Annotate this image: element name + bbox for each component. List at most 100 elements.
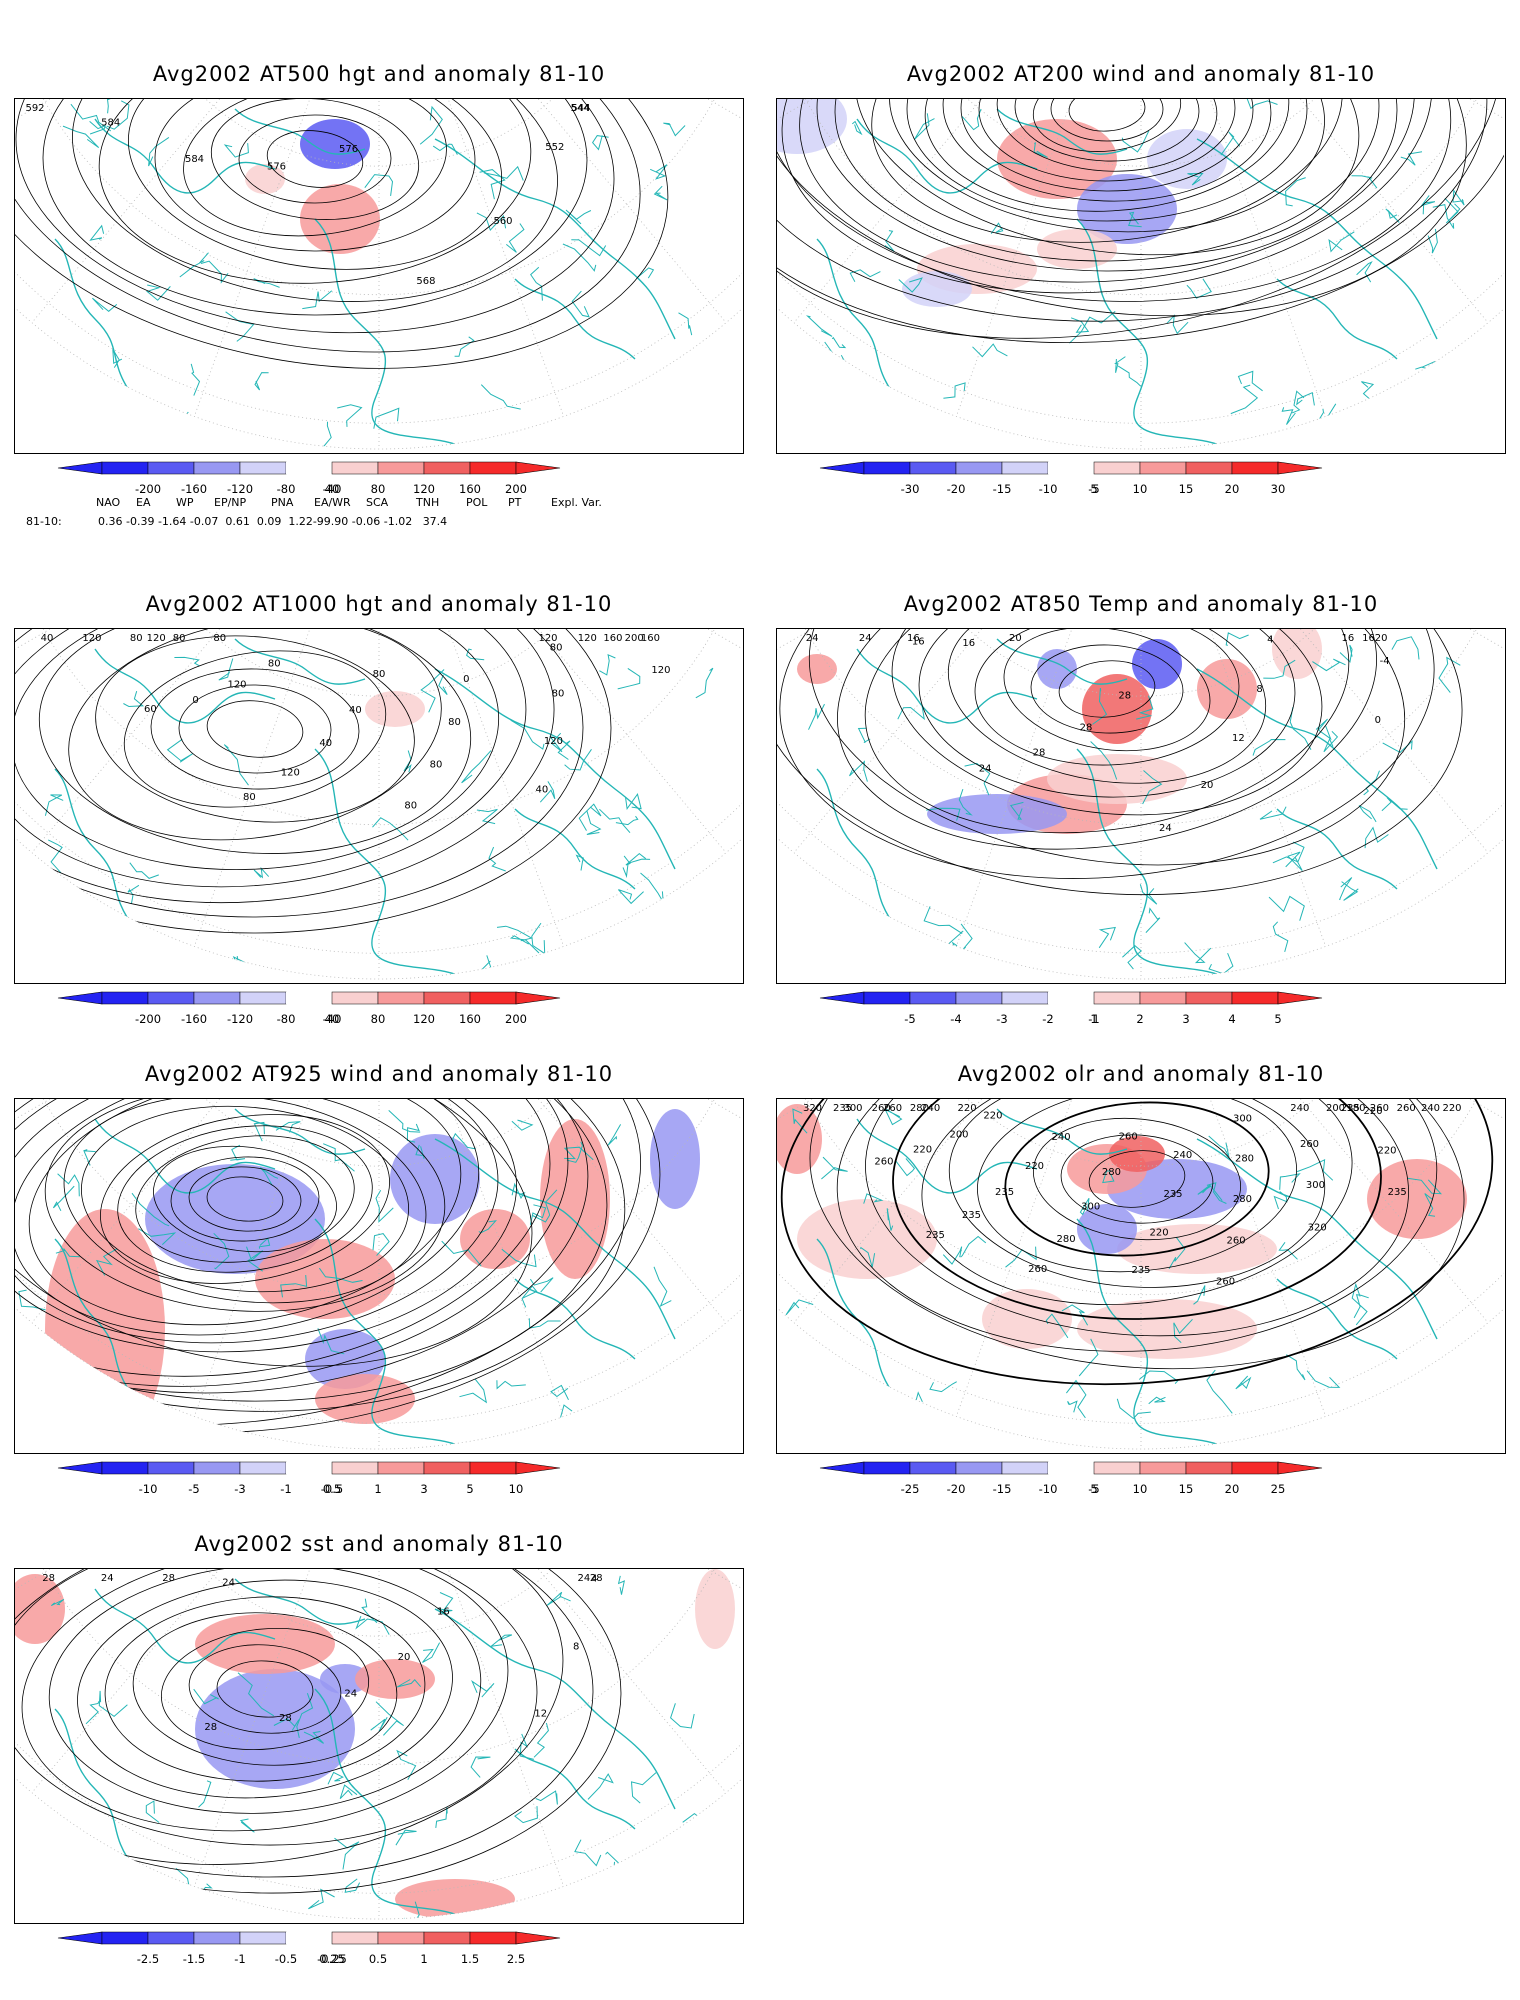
colorbar-label: 5: [1090, 482, 1098, 496]
coastline: [1276, 278, 1398, 360]
contour-line: [72, 99, 558, 302]
border-line: [550, 1384, 569, 1401]
border-line: [406, 1123, 420, 1143]
border-line: [496, 1380, 526, 1390]
colorbar-arrow-right: [515, 1931, 561, 1945]
contour-label: 80: [243, 792, 256, 803]
border-line: [218, 658, 234, 681]
border-line: [785, 1299, 814, 1316]
border-line: [388, 1110, 421, 1133]
colorbar-label: -5: [904, 1012, 916, 1026]
contour-line: [1050, 99, 1164, 142]
index-row-label: 81-10:: [26, 515, 62, 528]
border-line: [857, 727, 871, 743]
coastline: [514, 1748, 636, 1830]
border-line: [488, 846, 506, 872]
border-line: [805, 341, 837, 358]
contour-line: [977, 1099, 1297, 1273]
colorbar-label: 0.25: [319, 1952, 345, 1966]
coastline: [434, 668, 676, 870]
contour-label: 80: [173, 633, 186, 644]
border-line: [1272, 921, 1289, 953]
anomaly-shading: [1367, 1159, 1467, 1239]
contour-line: [854, 99, 1360, 256]
contour-label: 12: [1232, 733, 1245, 744]
colorbar-segment: [377, 1461, 425, 1475]
colorbar-label: -5: [188, 1482, 200, 1496]
border-line: [1173, 1318, 1193, 1344]
border-line: [98, 1690, 128, 1718]
border-line: [1128, 211, 1142, 228]
colorbar-arrow-right: [515, 1461, 561, 1475]
colorbar: -200 -160 -120 -80 -40 40 80 120 160 200: [57, 990, 700, 1030]
border-line: [1237, 370, 1263, 392]
border-line: [253, 1121, 265, 1142]
colorbar: -30 -20 -15 -10 -5 5 10 15 20 30: [819, 460, 1462, 500]
anomaly-shading: [1109, 1136, 1165, 1172]
contour-label: 120: [281, 767, 300, 778]
border-line: [483, 165, 524, 181]
contour-line: [974, 629, 1240, 766]
border-line: [432, 143, 458, 155]
border-line: [929, 1381, 957, 1393]
border-line: [1252, 738, 1286, 756]
contour-label: 235: [1341, 1103, 1360, 1114]
border-line: [138, 1228, 177, 1245]
border-line: [1187, 172, 1204, 186]
anomaly-shading: [1037, 229, 1117, 269]
contour-label: 560: [493, 216, 512, 227]
border-line: [441, 1240, 482, 1267]
border-line: [1381, 797, 1408, 812]
map-frame: 544 544 552 560 568 576 576 584 584 592: [14, 98, 744, 454]
colorbar-segment: [377, 1931, 425, 1945]
coastline: [434, 1608, 676, 1810]
border-line: [534, 958, 551, 976]
panel-title: Avg2002 AT1000 hgt and anomaly 81-10: [145, 592, 613, 616]
colorbar-label: -0.5: [320, 1482, 344, 1496]
contour-label: 240: [1421, 1103, 1440, 1114]
border-line: [649, 164, 668, 180]
border-line: [372, 1233, 390, 1256]
border-line: [259, 1167, 279, 1187]
border-line: [239, 1818, 256, 1833]
border-line: [1452, 189, 1465, 206]
colorbar-segment: [909, 461, 957, 475]
border-line: [253, 866, 270, 879]
colorbar-arrow-left: [819, 461, 865, 475]
border-line: [574, 1839, 602, 1867]
colorbar-segment: [286, 992, 332, 1004]
border-line: [89, 121, 106, 135]
contour-label: 80: [430, 760, 443, 771]
contour-line: [864, 629, 1350, 834]
contour-label: 300: [1081, 1201, 1100, 1212]
border-line: [92, 297, 118, 312]
contour-line: [780, 1099, 1494, 1386]
border-line: [1312, 658, 1346, 672]
contour-line: [178, 684, 332, 774]
contour-label: 240: [1290, 1103, 1309, 1114]
border-line: [489, 1634, 513, 1647]
contour-line: [777, 99, 1488, 322]
contour-label: 568: [416, 276, 435, 287]
border-line: [1225, 632, 1249, 646]
colorbar-label: -200: [134, 482, 162, 496]
colorbar-segment: [1139, 991, 1187, 1005]
colorbar-segment: [1231, 461, 1279, 475]
contour-label: 8: [573, 1642, 579, 1653]
colorbar-segment: [239, 461, 287, 475]
colorbar-label: 40: [324, 482, 340, 496]
colorbar-label: -1: [234, 1952, 246, 1966]
border-line: [539, 781, 556, 803]
contour-line: [15, 99, 669, 369]
border-line: [1259, 806, 1287, 820]
contour-line: [170, 1156, 320, 1242]
hemisphere-edge: [777, 837, 1504, 980]
contour-label: 260: [883, 1103, 902, 1114]
contour-line: [15, 1099, 608, 1402]
border-line: [1009, 801, 1024, 820]
contour-line: [81, 1105, 409, 1293]
colorbar-label: -40: [322, 1012, 342, 1026]
map-frame: 120 160 200 160 120 120 80 80 120 40 0 80 80 80 80 40 40…: [14, 628, 744, 984]
contour-line: [1088, 1150, 1186, 1208]
